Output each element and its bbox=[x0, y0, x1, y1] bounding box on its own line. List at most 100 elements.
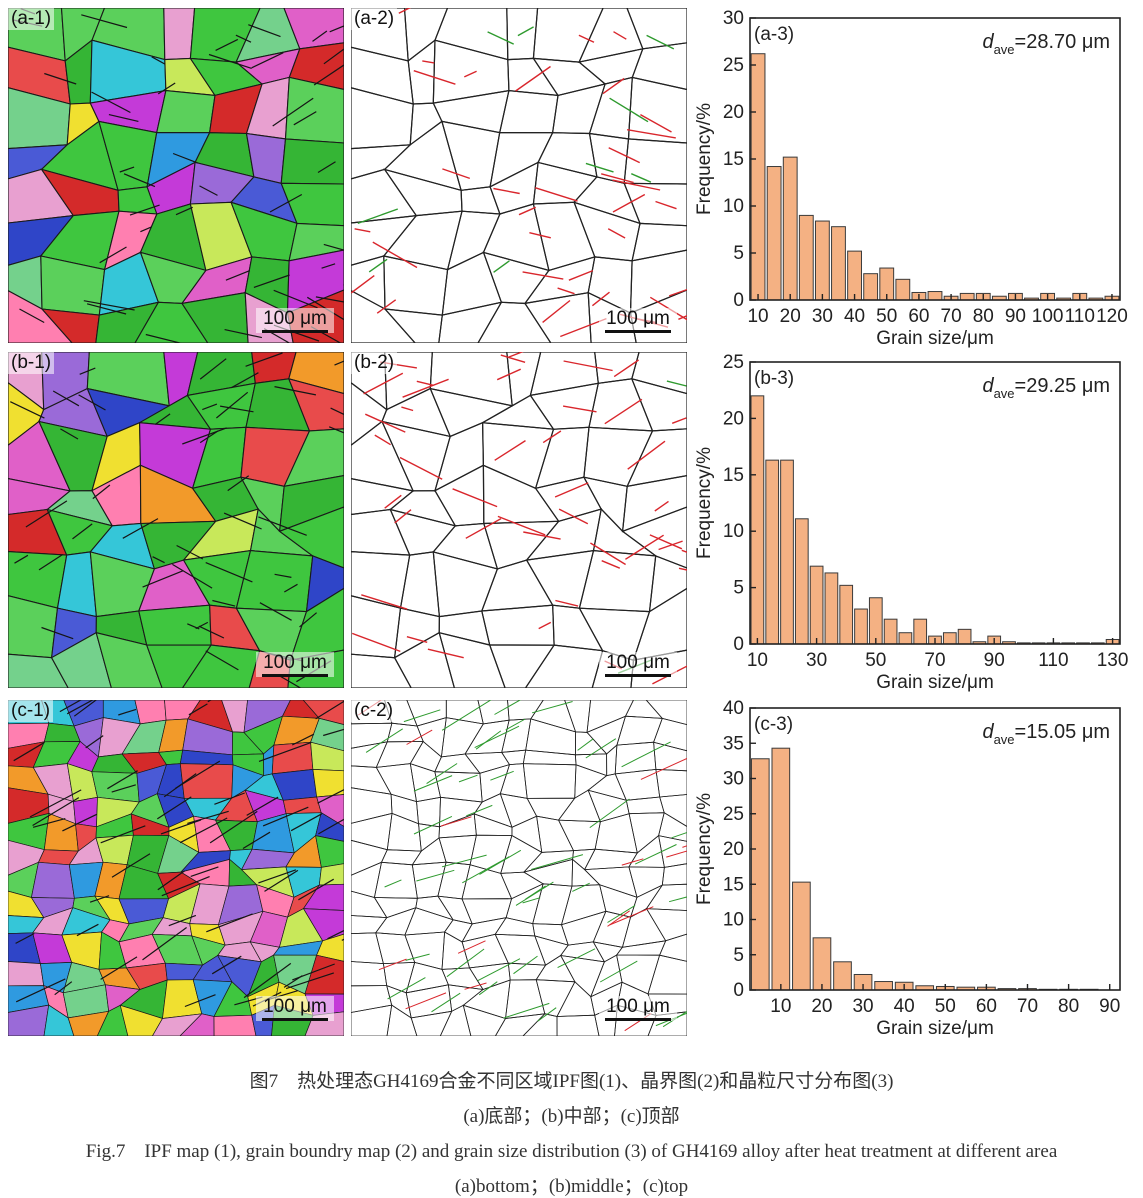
x-axis-label: Grain size/μm bbox=[876, 1018, 994, 1039]
x-tick-label: 50 bbox=[865, 650, 886, 671]
x-tick-label: 80 bbox=[973, 306, 994, 327]
average-size-annotation: dave=28.70 μm bbox=[982, 31, 1110, 57]
histogram-bar bbox=[959, 292, 975, 301]
ipf-map-c: (c-1) 100 μm bbox=[8, 700, 344, 1036]
y-axis-label: Frequency/% bbox=[694, 793, 715, 905]
y-tick-label: 25 bbox=[723, 352, 744, 373]
y-tick-label: 20 bbox=[723, 839, 744, 860]
histogram-c: 0 5 10 15 20 25 30 35 40 10 20 30 40 50 60 70 80 90 Grain … bbox=[690, 694, 1143, 1044]
histogram-bar bbox=[839, 584, 854, 645]
histogram-bar bbox=[895, 278, 911, 301]
y-axis-label: Frequency/% bbox=[694, 447, 715, 559]
x-tick-label: 50 bbox=[935, 996, 956, 1017]
histogram-bar bbox=[847, 250, 862, 301]
caption-en-title: Fig.7 IPF map (1), grain boundry map (2)… bbox=[85, 1141, 1058, 1162]
scale-line-b1 bbox=[262, 674, 328, 677]
scale-text-c1: 100 μm bbox=[263, 996, 327, 1017]
gb-map-b-image bbox=[351, 352, 687, 688]
scale-text-b2: 100 μm bbox=[606, 652, 670, 673]
x-tick-label: 90 bbox=[984, 650, 1005, 671]
caption-en-subtitle: (a)bottom；(b)middle；(c)top bbox=[454, 1176, 689, 1197]
scale-bar-a2: 100 μm bbox=[599, 308, 677, 333]
y-tick-label: 5 bbox=[733, 578, 744, 599]
histogram-bar bbox=[794, 518, 809, 645]
ipf-map-c-image bbox=[8, 700, 344, 1036]
y-tick-label: 35 bbox=[723, 733, 744, 754]
histogram-c-svg: 0 5 10 15 20 25 30 35 40 10 20 30 40 50 60 70 80 90 Grain … bbox=[694, 698, 1121, 1039]
histogram-bar bbox=[812, 937, 832, 991]
y-tick-label: 20 bbox=[723, 102, 744, 123]
x-tick-label: 20 bbox=[780, 306, 801, 327]
x-tick-label: 100 bbox=[1032, 306, 1064, 327]
panel-label: (a-3) bbox=[754, 24, 794, 45]
panel-label-c2: (c-2) bbox=[351, 700, 397, 722]
scale-line-a2 bbox=[605, 330, 671, 333]
histogram-bar bbox=[874, 981, 893, 991]
ipf-map-b-image bbox=[8, 352, 344, 688]
histogram-bar bbox=[942, 632, 957, 645]
x-tick-label: 20 bbox=[811, 996, 832, 1017]
y-tick-label: 40 bbox=[723, 698, 744, 719]
panel-label: (b-3) bbox=[754, 368, 794, 389]
histogram-a-svg: 0 5 10 15 20 25 30 10 20 30 40 50 60 70 80 90 100 110 120 G… bbox=[694, 8, 1128, 349]
x-tick-label: 110 bbox=[1038, 650, 1068, 671]
ipf-map-a-image bbox=[8, 8, 344, 343]
y-tick-label: 10 bbox=[723, 196, 744, 217]
x-tick-label: 30 bbox=[852, 996, 873, 1017]
x-axis-label: Grain size/μm bbox=[876, 672, 994, 693]
x-tick-label: 130 bbox=[1097, 650, 1129, 671]
x-tick-label: 50 bbox=[876, 306, 897, 327]
average-size-annotation: dave=15.05 μm bbox=[982, 721, 1110, 747]
histogram-bar bbox=[883, 618, 898, 645]
scale-bar-a1: 100 μm bbox=[256, 308, 334, 333]
panel-label-b1: (b-1) bbox=[8, 352, 55, 374]
panel-label-c1: (c-1) bbox=[8, 700, 54, 722]
histogram-bar bbox=[771, 747, 791, 991]
x-tick-label: 110 bbox=[1065, 306, 1095, 327]
scale-text-c2: 100 μm bbox=[606, 996, 670, 1017]
histogram-bar bbox=[750, 53, 766, 301]
panel-label: (c-3) bbox=[754, 714, 793, 735]
x-tick-label: 90 bbox=[1099, 996, 1120, 1017]
y-tick-label: 15 bbox=[723, 874, 744, 895]
x-tick-label: 120 bbox=[1096, 306, 1128, 327]
caption-cn-subtitle: (a)底部；(b)中部；(c)顶部 bbox=[463, 1106, 680, 1127]
y-tick-label: 10 bbox=[723, 910, 744, 931]
histogram-bar bbox=[792, 881, 811, 991]
gb-map-b: (b-2) 100 μm bbox=[351, 352, 687, 688]
histogram-a: 0 5 10 15 20 25 30 10 20 30 40 50 60 70 80 90 100 110 120 G… bbox=[690, 4, 1143, 354]
x-tick-label: 70 bbox=[1017, 996, 1038, 1017]
histogram-bar bbox=[766, 166, 782, 301]
panel-label-a1: (a-1) bbox=[8, 8, 55, 30]
histogram-bar bbox=[927, 291, 943, 301]
histogram-bar bbox=[833, 961, 852, 991]
x-axis-label: Grain size/μm bbox=[876, 328, 994, 349]
histogram-b-svg: 0 5 10 15 20 25 10 30 50 70 90 110 130 Grain size/μm F… bbox=[694, 352, 1129, 693]
x-tick-label: 70 bbox=[941, 306, 962, 327]
y-tick-label: 15 bbox=[723, 465, 744, 486]
y-tick-label: 30 bbox=[723, 8, 744, 29]
x-tick-label: 40 bbox=[894, 996, 915, 1017]
x-tick-label: 10 bbox=[770, 996, 791, 1017]
scale-line-b2 bbox=[605, 674, 671, 677]
ipf-map-a: (a-1) 100 μm bbox=[8, 8, 344, 343]
y-tick-label: 15 bbox=[723, 149, 744, 170]
x-tick-label: 60 bbox=[908, 306, 929, 327]
scale-bar-b2: 100 μm bbox=[599, 652, 677, 677]
histogram-bar bbox=[898, 632, 913, 645]
y-tick-label: 5 bbox=[733, 945, 744, 966]
histogram-bar bbox=[824, 572, 839, 645]
x-tick-label: 80 bbox=[1058, 996, 1079, 1017]
panel-label-b2: (b-2) bbox=[351, 352, 398, 374]
y-tick-label: 0 bbox=[733, 980, 744, 1001]
histogram-bar bbox=[831, 226, 846, 301]
y-tick-label: 30 bbox=[723, 769, 744, 790]
histogram-bar bbox=[798, 214, 814, 301]
histogram-bar bbox=[765, 459, 780, 645]
scale-bar-c1: 100 μm bbox=[256, 996, 334, 1021]
gb-map-a-image bbox=[351, 8, 687, 343]
histogram-bar bbox=[868, 597, 883, 645]
histogram-bar bbox=[750, 395, 765, 645]
y-tick-label: 25 bbox=[723, 804, 744, 825]
histogram-bar bbox=[780, 459, 794, 645]
